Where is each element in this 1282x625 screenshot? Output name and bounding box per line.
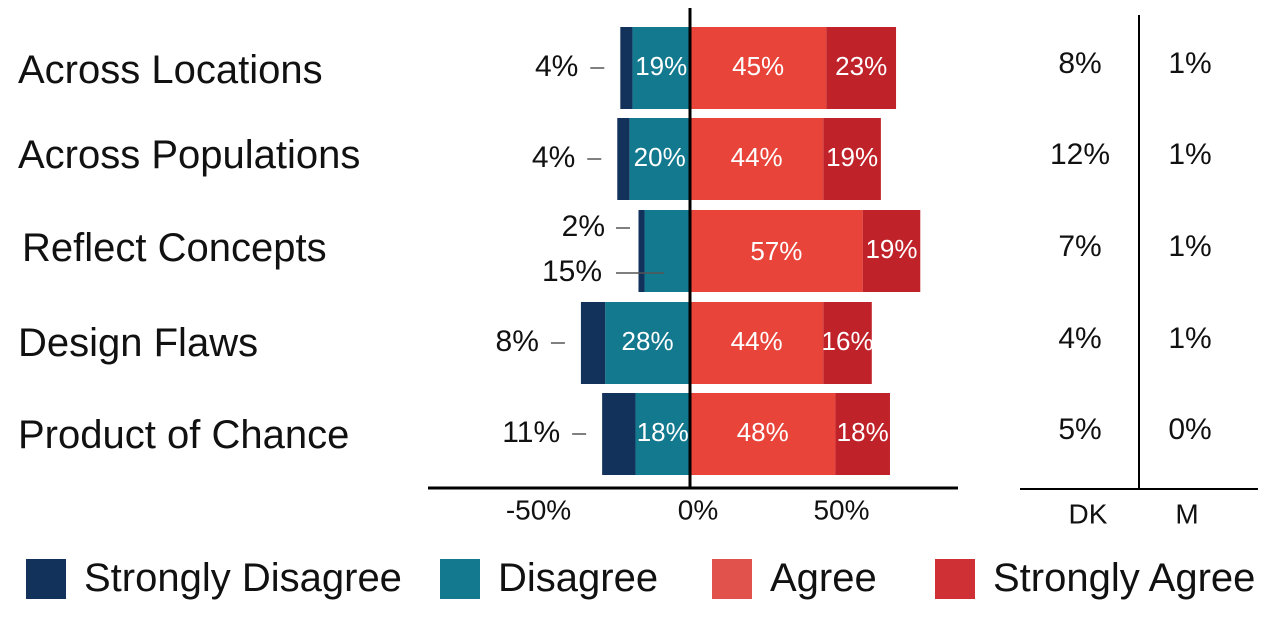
- label-agree: 44%: [731, 326, 783, 356]
- label-strongly-agree: 19%: [826, 142, 878, 172]
- bar-strongly-disagree: [580, 302, 606, 384]
- bar-disagree: [635, 393, 690, 475]
- bar-disagree: [644, 210, 690, 292]
- legend-label: Agree: [770, 556, 877, 600]
- x-tick-label: 0%: [678, 494, 718, 525]
- label-disagree: 28%: [622, 326, 674, 356]
- legend-item: Strongly Agree: [935, 556, 1255, 601]
- bar-disagree: [629, 118, 690, 200]
- category-label: Design Flaws: [18, 321, 259, 365]
- label-agree: 48%: [737, 417, 789, 447]
- m-header: M: [1175, 498, 1198, 529]
- label-disagree: 20%: [634, 142, 686, 172]
- legend-swatch: [935, 558, 975, 599]
- bar-disagree: [632, 27, 690, 109]
- legend-swatch: [26, 558, 66, 599]
- legend-swatch: [712, 558, 752, 599]
- dk-value: 12%: [1050, 138, 1110, 171]
- m-value: 1%: [1168, 322, 1211, 355]
- diverging-bar-chart: 19% 4% 45% 23% 8% 1% 20% 4% 44% 19% 12% 1% 2% 15% 57% 1…: [428, 8, 1258, 529]
- legend-item: Disagree: [440, 556, 658, 601]
- label-strongly-disagree: 4%: [535, 50, 578, 83]
- dk-value: 5%: [1058, 413, 1101, 446]
- bar-strongly-disagree: [620, 27, 633, 109]
- bar-agree: [690, 27, 827, 109]
- dk-value: 8%: [1058, 47, 1101, 80]
- x-tick-label: 50%: [813, 494, 869, 525]
- bar-disagree: [605, 302, 690, 384]
- bar-agree: [690, 118, 824, 200]
- bar-strongly-agree: [823, 302, 872, 384]
- category-label: Product of Chance: [18, 413, 350, 457]
- bar-agree: [690, 210, 863, 292]
- label-strongly-agree: 23%: [835, 51, 887, 81]
- dk-value: 7%: [1058, 230, 1101, 263]
- legend: Strongly Disagree Disagree Agree Strongly A…: [0, 550, 1282, 610]
- label-agree: 45%: [732, 51, 784, 81]
- x-tick-label: -50%: [506, 494, 571, 525]
- label-strongly-disagree: 4%: [532, 141, 575, 174]
- legend-label: Strongly Agree: [993, 556, 1256, 600]
- bar-agree: [690, 302, 824, 384]
- legend-label: Strongly Disagree: [84, 556, 402, 600]
- bar-strongly-agree: [823, 118, 881, 200]
- legend-item: Agree: [712, 556, 877, 601]
- legend-label: Disagree: [498, 556, 659, 600]
- m-value: 1%: [1168, 230, 1211, 263]
- label-strongly-agree: 16%: [822, 326, 874, 356]
- bar-strongly-disagree: [617, 118, 630, 200]
- m-value: 1%: [1168, 47, 1211, 80]
- bar-strongly-disagree: [638, 210, 645, 292]
- label-strongly-disagree: 11%: [502, 416, 560, 449]
- category-label: Across Populations: [18, 133, 361, 177]
- category-label: Reflect Concepts: [22, 226, 327, 270]
- label-agree: 44%: [731, 142, 783, 172]
- label-disagree: 15%: [542, 255, 602, 288]
- label-agree: 57%: [750, 236, 802, 266]
- bar-strongly-agree: [826, 27, 897, 109]
- label-strongly-agree: 19%: [865, 234, 917, 264]
- dk-header: DK: [1069, 498, 1108, 529]
- dk-value: 4%: [1058, 322, 1101, 355]
- bar-strongly-agree: [862, 210, 921, 292]
- label-disagree: 18%: [637, 417, 689, 447]
- label-strongly-agree: 18%: [837, 417, 889, 447]
- legend-swatch: [440, 558, 480, 599]
- bar-agree: [690, 393, 836, 475]
- label-disagree: 19%: [635, 51, 687, 81]
- m-value: 1%: [1168, 138, 1211, 171]
- bar-strongly-disagree: [602, 393, 636, 475]
- bar-strongly-agree: [835, 393, 890, 475]
- legend-item: Strongly Disagree: [26, 556, 402, 601]
- m-value: 0%: [1168, 413, 1211, 446]
- category-label: Across Locations: [18, 48, 323, 92]
- label-strongly-disagree: 2%: [562, 210, 605, 243]
- label-strongly-disagree: 8%: [496, 325, 539, 358]
